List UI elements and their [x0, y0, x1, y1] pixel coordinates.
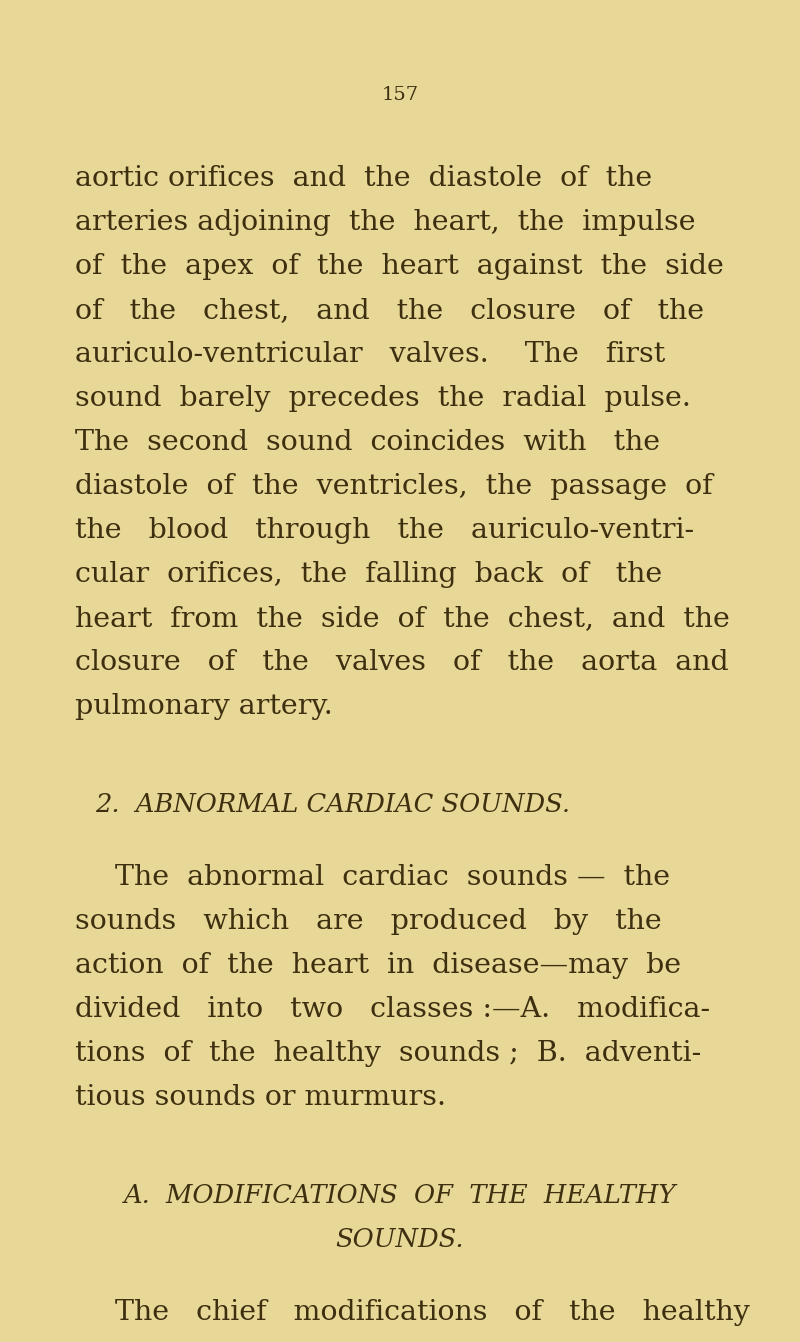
Text: cular  orifices,  the  falling  back  of   the: cular orifices, the falling back of the [75, 561, 662, 588]
Text: tious sounds or murmurs.: tious sounds or murmurs. [75, 1084, 446, 1111]
Text: the   blood   through   the   auriculo-ventri-: the blood through the auriculo-ventri- [75, 517, 694, 544]
Text: auriculo-ventricular   valves.    The   first: auriculo-ventricular valves. The first [75, 341, 666, 368]
Text: of  the  apex  of  the  heart  against  the  side: of the apex of the heart against the sid… [75, 254, 724, 280]
Text: The  second  sound  coincides  with   the: The second sound coincides with the [75, 429, 660, 456]
Text: arteries adjoining  the  heart,  the  impulse: arteries adjoining the heart, the impuls… [75, 209, 696, 236]
Text: sounds   which   are   produced   by   the: sounds which are produced by the [75, 909, 662, 935]
Text: SOUNDS.: SOUNDS. [336, 1227, 464, 1252]
Text: of   the   chest,   and   the   closure   of   the: of the chest, and the closure of the [75, 297, 704, 323]
Text: heart  from  the  side  of  the  chest,  and  the: heart from the side of the chest, and th… [75, 605, 730, 632]
Text: diastole  of  the  ventricles,  the  passage  of: diastole of the ventricles, the passage … [75, 472, 713, 501]
Text: 2.  ABNORMAL CARDIAC SOUNDS.: 2. ABNORMAL CARDIAC SOUNDS. [95, 792, 570, 817]
Text: sound  barely  precedes  the  radial  pulse.: sound barely precedes the radial pulse. [75, 385, 691, 412]
Text: The   chief   modifications   of   the   healthy: The chief modifications of the healthy [115, 1299, 750, 1326]
Text: pulmonary artery.: pulmonary artery. [75, 692, 333, 721]
Text: tions  of  the  healthy  sounds ;  B.  adventi-: tions of the healthy sounds ; B. adventi… [75, 1040, 702, 1067]
Text: The  abnormal  cardiac  sounds —  the: The abnormal cardiac sounds — the [115, 864, 670, 891]
Text: action  of  the  heart  in  disease—may  be: action of the heart in disease—may be [75, 951, 681, 980]
Text: A.  MODIFICATIONS  OF  THE  HEALTHY: A. MODIFICATIONS OF THE HEALTHY [124, 1184, 676, 1208]
Text: aortic orifices  and  the  diastole  of  the: aortic orifices and the diastole of the [75, 165, 652, 192]
Text: divided   into   two   classes :—A.   modifica-: divided into two classes :—A. modifica- [75, 996, 710, 1023]
Text: closure   of   the   valves   of   the   aorta  and: closure of the valves of the aorta and [75, 650, 729, 676]
Text: 157: 157 [382, 86, 418, 103]
